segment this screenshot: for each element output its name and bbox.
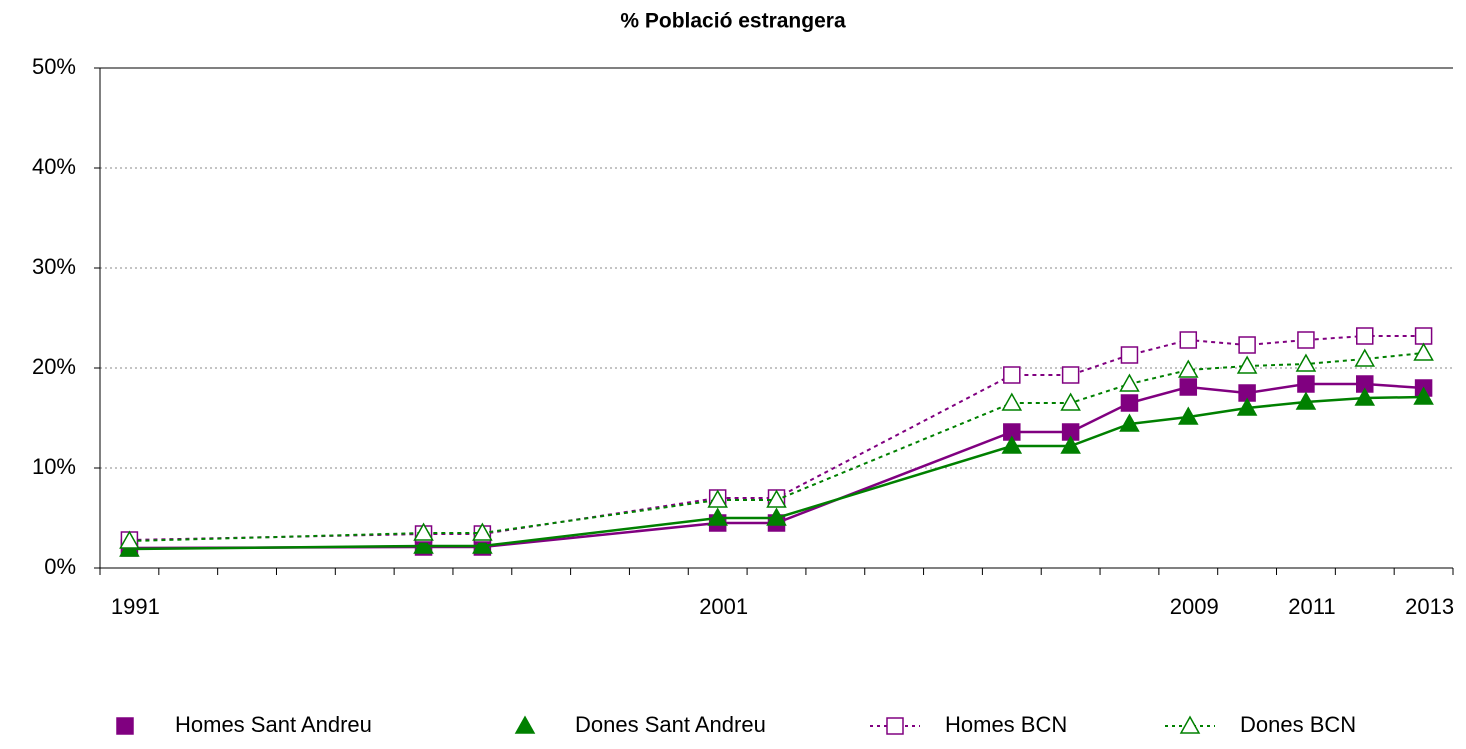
data-point <box>1179 331 1198 349</box>
data-point <box>1119 413 1140 432</box>
x-tick-label: 2001 <box>699 594 748 619</box>
data-point <box>472 522 493 541</box>
data-point <box>1295 353 1317 372</box>
y-tick-label: 40% <box>32 154 76 179</box>
legend-marker <box>1179 715 1201 734</box>
data-point <box>1413 342 1434 361</box>
data-point <box>1295 391 1317 410</box>
legend-label: Dones Sant Andreu <box>575 712 766 737</box>
data-point <box>119 530 140 549</box>
data-point <box>1356 327 1374 345</box>
data-point <box>472 535 493 554</box>
legend-label: Dones BCN <box>1240 712 1356 737</box>
data-point <box>1179 378 1198 396</box>
data-point <box>1001 435 1023 454</box>
data-point <box>1177 359 1199 378</box>
y-tick-label: 10% <box>32 454 76 479</box>
x-tick-label: 2013 <box>1405 594 1454 619</box>
data-point <box>707 507 728 526</box>
data-point <box>1001 392 1023 411</box>
data-point <box>1354 387 1376 406</box>
x-tick-label: 2009 <box>1170 594 1219 619</box>
x-tick-label: 2011 <box>1288 594 1335 619</box>
data-point <box>1238 336 1256 354</box>
data-point <box>1236 355 1258 374</box>
data-point <box>413 522 434 541</box>
data-point <box>1119 373 1140 392</box>
y-tick-label: 30% <box>32 254 76 279</box>
data-point <box>1060 392 1081 411</box>
data-point <box>1120 394 1139 412</box>
legend-marker <box>116 717 134 735</box>
legend-label: Homes BCN <box>945 712 1067 737</box>
data-point <box>1354 348 1376 367</box>
data-point <box>766 489 787 508</box>
data-point <box>1236 397 1258 416</box>
data-point <box>1297 375 1315 393</box>
data-point <box>1003 366 1021 384</box>
data-point <box>766 507 787 526</box>
data-point <box>413 535 434 554</box>
y-tick-label: 0% <box>44 554 76 579</box>
chart-title: % Població estrangera <box>620 10 846 33</box>
legend-marker <box>514 715 536 734</box>
data-point <box>1177 406 1199 425</box>
data-point <box>1413 386 1434 405</box>
data-point <box>707 489 728 508</box>
legend-marker <box>886 717 904 735</box>
data-point <box>1060 435 1081 454</box>
data-point <box>1414 327 1433 345</box>
data-point <box>1120 346 1139 364</box>
y-tick-label: 50% <box>32 54 76 79</box>
data-point <box>1061 366 1080 384</box>
y-tick-label: 20% <box>32 354 76 379</box>
data-point <box>1297 331 1315 349</box>
legend-label: Homes Sant Andreu <box>175 712 372 737</box>
x-tick-label: 1991 <box>111 594 160 619</box>
